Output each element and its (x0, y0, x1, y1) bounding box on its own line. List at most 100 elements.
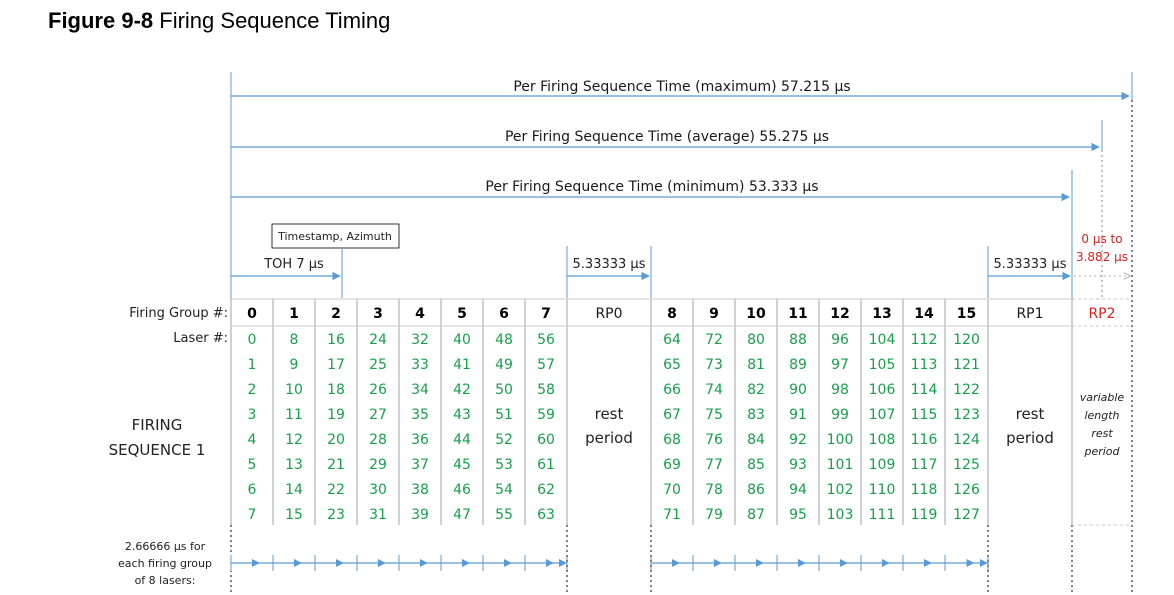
laser-number: 75 (705, 407, 723, 423)
laser-number: 61 (537, 457, 555, 473)
laser-number: 12 (285, 432, 303, 448)
laser-number: 115 (911, 407, 938, 423)
laser-number: 13 (285, 457, 303, 473)
laser-number: 50 (495, 382, 513, 398)
laser-number: 17 (327, 357, 345, 373)
laser-number: 56 (537, 332, 555, 348)
duration-arrowhead (840, 559, 848, 567)
duration-arrowhead (294, 559, 302, 567)
laser-number: 69 (663, 457, 681, 473)
laser-number: 5 (248, 457, 257, 473)
laser-number: 97 (831, 357, 849, 373)
laser-number: 55 (495, 507, 513, 523)
sequence-label-line2: SEQUENCE 1 (109, 441, 206, 459)
laser-number: 68 (663, 432, 681, 448)
duration-arrowhead (378, 559, 386, 567)
duration-arrowhead (336, 559, 344, 567)
laser-number: 109 (869, 457, 896, 473)
laser-number: 78 (705, 482, 723, 498)
laser-number: 91 (789, 407, 807, 423)
laser-number: 26 (369, 382, 387, 398)
laser-number: 92 (789, 432, 807, 448)
firing-group-number: 9 (709, 306, 719, 322)
rp2-rest-line2: length (1084, 409, 1119, 422)
firing-group-number: 4 (415, 306, 425, 322)
firing-group-number: 1 (289, 306, 299, 322)
laser-number: 118 (911, 482, 938, 498)
firing-group-label: Firing Group #: (129, 306, 228, 321)
laser-number: 29 (369, 457, 387, 473)
rp0-header: RP0 (595, 306, 622, 322)
laser-number: 44 (453, 432, 471, 448)
laser-number: 21 (327, 457, 345, 473)
laser-number: 40 (453, 332, 471, 348)
duration-arrowhead (756, 559, 764, 567)
laser-number: 96 (831, 332, 849, 348)
duration-arrowhead (980, 559, 988, 567)
laser-number: 113 (911, 357, 938, 373)
laser-number: 88 (789, 332, 807, 348)
firing-group-number: 2 (331, 306, 341, 322)
laser-number: 53 (495, 457, 513, 473)
rp1-rest-line1: rest (1016, 405, 1045, 423)
laser-number: 31 (369, 507, 387, 523)
laser-number: 85 (747, 457, 765, 473)
laser-number: 7 (248, 507, 257, 523)
sequence-label-line1: FIRING (132, 416, 183, 434)
laser-number: 52 (495, 432, 513, 448)
laser-number: 28 (369, 432, 387, 448)
laser-number: 80 (747, 332, 765, 348)
footer-line2: each firing group (118, 557, 212, 570)
timestamp-label: Timestamp, Azimuth (277, 230, 392, 243)
laser-number: 119 (911, 507, 938, 523)
rp2-rest-line4: period (1083, 445, 1120, 458)
rp1-header: RP1 (1016, 306, 1043, 322)
laser-number: 30 (369, 482, 387, 498)
laser-number: 127 (953, 507, 980, 523)
laser-number: 117 (911, 457, 938, 473)
laser-number: 99 (831, 407, 849, 423)
laser-number: 25 (369, 357, 387, 373)
laser-number: 3 (248, 407, 257, 423)
laser-number: 19 (327, 407, 345, 423)
laser-number: 41 (453, 357, 471, 373)
firing-group-number: 7 (541, 306, 551, 322)
duration-arrowhead (924, 559, 932, 567)
rp2-rest-line1: variable (1080, 391, 1125, 404)
duration-arrowhead (672, 559, 680, 567)
firing-group-number: 15 (957, 306, 976, 322)
laser-number: 101 (827, 457, 854, 473)
firing-groups-8-15: 8 64 65 66 67 68 69 70 71 9 72 73 74 75 76 77 78 79 10 80 81… (663, 306, 980, 523)
laser-number: 33 (411, 357, 429, 373)
laser-number: 38 (411, 482, 429, 498)
laser-number: 45 (453, 457, 471, 473)
firing-group-number: 8 (667, 306, 677, 322)
rp2-range-line2: 3.882 µs (1076, 250, 1128, 264)
laser-number: 47 (453, 507, 471, 523)
laser-label: Laser #: (173, 331, 228, 346)
firing-group-number: 6 (499, 306, 509, 322)
laser-number: 0 (248, 332, 257, 348)
laser-number: 6 (248, 482, 257, 498)
laser-number: 70 (663, 482, 681, 498)
laser-number: 106 (869, 382, 896, 398)
laser-number: 103 (827, 507, 854, 523)
rp1-rest-line2: period (1006, 429, 1054, 447)
laser-number: 63 (537, 507, 555, 523)
laser-number: 59 (537, 407, 555, 423)
laser-number: 126 (953, 482, 980, 498)
figure-number: Figure 9-8 (48, 8, 154, 33)
laser-number: 67 (663, 407, 681, 423)
laser-number: 98 (831, 382, 849, 398)
toh-label: TOH 7 µs (263, 257, 324, 272)
laser-number: 46 (453, 482, 471, 498)
laser-number: 93 (789, 457, 807, 473)
rp2-range-line1: 0 µs to (1081, 232, 1122, 246)
rp2-rest-line3: rest (1091, 427, 1113, 440)
laser-number: 48 (495, 332, 513, 348)
firing-group-number: 11 (788, 306, 807, 322)
laser-number: 81 (747, 357, 765, 373)
firing-group-number: 13 (872, 306, 891, 322)
laser-number: 82 (747, 382, 765, 398)
